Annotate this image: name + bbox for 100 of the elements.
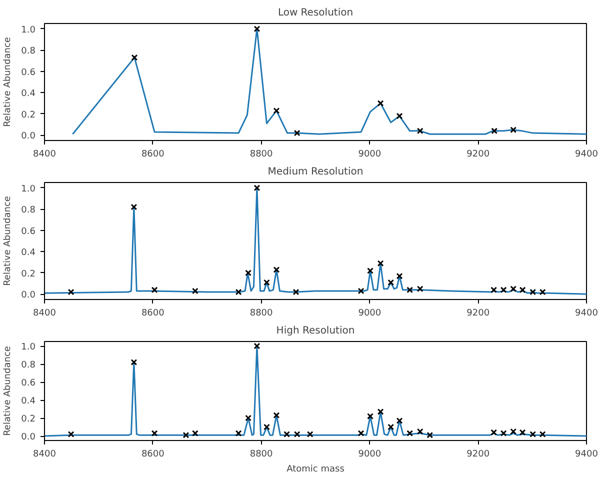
point: [519, 286, 526, 294]
y-tick-label: 1.0: [21, 25, 36, 36]
y-tick-label: 0.2: [21, 269, 36, 280]
point: [263, 424, 270, 430]
x-tick-label: 8400: [33, 450, 56, 460]
y-tick-label: 0.2: [21, 110, 36, 120]
point: [490, 429, 498, 436]
point: [416, 128, 424, 134]
x-tick-label: 8400: [33, 150, 56, 160]
point: [396, 112, 403, 120]
point: [539, 288, 546, 296]
point: [358, 430, 364, 437]
point: [254, 342, 260, 350]
point: [273, 107, 280, 114]
point: [131, 54, 138, 61]
point: [406, 286, 414, 294]
y-tick-label: 0.8: [21, 206, 36, 216]
point: [306, 430, 314, 438]
point: [273, 266, 280, 273]
y-tick-label: 0.6: [21, 226, 36, 237]
point: [245, 270, 252, 276]
point: [245, 414, 252, 422]
point: [254, 184, 260, 192]
x-tick-label: 8800: [250, 308, 274, 318]
x-tick-label: 9400: [575, 450, 598, 460]
point: [388, 279, 394, 286]
x-tick-label: 9000: [358, 150, 382, 160]
y-tick-label: 0.4: [21, 89, 36, 100]
x-tick-label: 9400: [575, 150, 598, 160]
point: [192, 430, 198, 437]
point: [490, 286, 498, 294]
point: [294, 430, 300, 438]
chart-title: Medium Resolution: [268, 166, 364, 178]
point: [367, 268, 374, 274]
point: [235, 430, 242, 437]
point: [491, 128, 498, 134]
point: [396, 272, 403, 280]
x-tick-label: 9000: [358, 450, 382, 460]
y-tick-label: 0.4: [21, 248, 36, 258]
y-axis-title: Relative Abundance: [3, 196, 14, 286]
y-axis-title: Relative Abundance: [3, 346, 14, 436]
point: [388, 424, 394, 430]
x-tick-label: 9000: [358, 308, 382, 318]
point: [151, 286, 158, 294]
point: [426, 432, 434, 438]
x-tick-label: 9200: [466, 150, 490, 160]
point: [68, 430, 74, 438]
y-tick-label: 0.0: [21, 290, 36, 301]
point: [182, 432, 190, 438]
point: [284, 430, 290, 438]
point: [358, 288, 364, 294]
point: [294, 130, 300, 136]
y-tick-label: 0.0: [21, 432, 36, 442]
point: [396, 417, 403, 424]
point: [416, 428, 424, 435]
point: [68, 288, 74, 296]
point: [510, 126, 517, 134]
point: [367, 412, 374, 420]
point: [510, 428, 517, 435]
point: [500, 430, 507, 437]
point: [510, 286, 517, 292]
point: [406, 430, 414, 437]
x-tick-label: 8800: [250, 150, 274, 160]
point: [192, 288, 198, 294]
y-axis-title: Relative Abundance: [3, 36, 14, 127]
point: [273, 412, 280, 419]
line-series: [44, 345, 586, 437]
y-tick-label: 0.0: [21, 132, 36, 142]
point: [235, 288, 242, 296]
chart-title: High Resolution: [276, 326, 355, 336]
chart-title: Low Resolution: [278, 8, 354, 18]
point: [292, 288, 300, 296]
point: [377, 260, 384, 267]
point: [254, 26, 260, 32]
y-tick-label: 0.8: [21, 360, 36, 370]
x-tick-label: 8600: [141, 308, 165, 318]
y-tick-label: 0.4: [21, 396, 36, 406]
y-tick-label: 0.2: [21, 414, 36, 424]
point: [530, 430, 536, 438]
x-tick-label: 8600: [141, 150, 165, 160]
y-tick-label: 0.6: [21, 68, 36, 78]
x-tick-label: 9400: [575, 308, 598, 318]
point: [519, 429, 526, 436]
x-axis-title: Atomic mass: [286, 464, 345, 474]
point: [263, 279, 270, 286]
point: [130, 204, 138, 210]
line-series: [44, 187, 586, 295]
y-tick-label: 1.0: [21, 342, 36, 352]
point: [130, 358, 138, 366]
y-tick-label: 0.6: [21, 378, 36, 388]
point: [539, 430, 546, 438]
point: [500, 286, 507, 294]
x-tick-label: 8800: [250, 450, 274, 460]
point: [377, 100, 384, 106]
line-series: [72, 28, 586, 135]
y-tick-label: 0.8: [21, 46, 36, 57]
x-tick-label: 8400: [33, 308, 56, 318]
point: [416, 286, 424, 292]
point: [377, 408, 384, 415]
point: [530, 288, 536, 296]
